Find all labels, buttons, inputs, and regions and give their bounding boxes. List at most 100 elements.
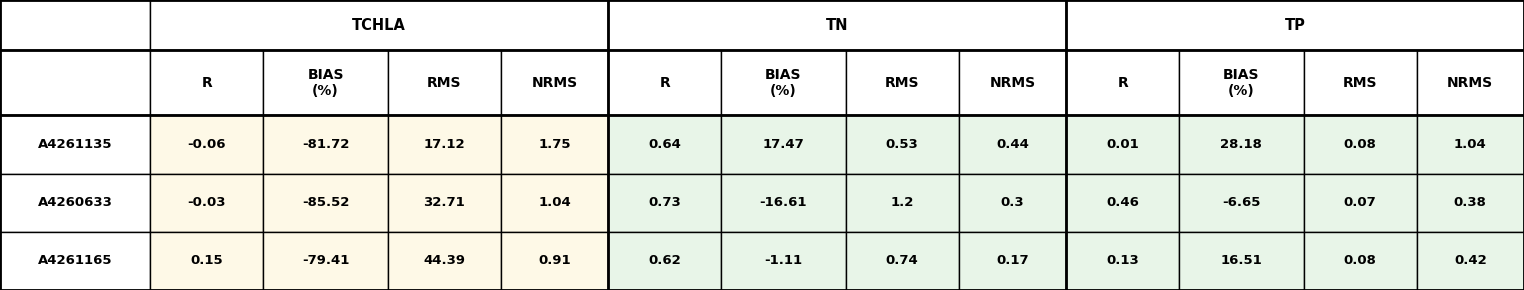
Bar xyxy=(721,174,846,232)
Bar xyxy=(608,232,721,290)
Bar xyxy=(1417,174,1524,232)
Bar xyxy=(721,50,846,115)
Text: 1.75: 1.75 xyxy=(538,138,572,151)
Text: 44.39: 44.39 xyxy=(424,254,465,267)
Text: 0.73: 0.73 xyxy=(648,196,681,209)
Bar xyxy=(0,115,151,174)
Text: 0.08: 0.08 xyxy=(1344,138,1376,151)
Bar xyxy=(959,50,1067,115)
Text: 0.01: 0.01 xyxy=(1106,138,1138,151)
Text: RMS: RMS xyxy=(427,76,462,90)
Bar xyxy=(1067,0,1524,50)
Bar xyxy=(1417,232,1524,290)
Text: 0.08: 0.08 xyxy=(1344,254,1376,267)
Text: A4260633: A4260633 xyxy=(38,196,113,209)
Text: R: R xyxy=(201,76,212,90)
Bar xyxy=(264,115,387,174)
Text: NRMS: NRMS xyxy=(1448,76,1494,90)
Text: RMS: RMS xyxy=(1343,76,1378,90)
Bar xyxy=(608,174,721,232)
Bar xyxy=(1067,174,1180,232)
Text: NRMS: NRMS xyxy=(532,76,578,90)
Bar xyxy=(1180,174,1303,232)
Text: 17.47: 17.47 xyxy=(762,138,805,151)
Bar xyxy=(959,115,1067,174)
Text: 0.17: 0.17 xyxy=(997,254,1029,267)
Text: A4261135: A4261135 xyxy=(38,138,113,151)
Text: 0.53: 0.53 xyxy=(885,138,919,151)
Bar xyxy=(846,50,959,115)
Text: 0.42: 0.42 xyxy=(1454,254,1487,267)
Bar xyxy=(501,50,608,115)
Bar xyxy=(608,0,1067,50)
Bar xyxy=(501,232,608,290)
Bar xyxy=(1303,174,1417,232)
Bar xyxy=(0,232,151,290)
Text: 0.64: 0.64 xyxy=(648,138,681,151)
Text: 0.46: 0.46 xyxy=(1106,196,1138,209)
Text: -0.03: -0.03 xyxy=(187,196,226,209)
Bar xyxy=(151,232,264,290)
Bar xyxy=(387,174,501,232)
Text: R: R xyxy=(1117,76,1128,90)
Bar xyxy=(959,232,1067,290)
Bar xyxy=(1417,50,1524,115)
Text: 0.44: 0.44 xyxy=(997,138,1029,151)
Text: 28.18: 28.18 xyxy=(1221,138,1262,151)
Bar xyxy=(501,174,608,232)
Bar xyxy=(0,50,151,115)
Bar xyxy=(387,50,501,115)
Text: -79.41: -79.41 xyxy=(302,254,349,267)
Bar xyxy=(1067,232,1180,290)
Text: -85.52: -85.52 xyxy=(302,196,349,209)
Text: -0.06: -0.06 xyxy=(187,138,226,151)
Text: A4261165: A4261165 xyxy=(38,254,113,267)
Bar xyxy=(1180,115,1303,174)
Text: 0.3: 0.3 xyxy=(1001,196,1024,209)
Text: BIAS
(%): BIAS (%) xyxy=(765,68,802,98)
Bar xyxy=(387,115,501,174)
Text: 17.12: 17.12 xyxy=(424,138,465,151)
Bar xyxy=(0,0,151,50)
Bar xyxy=(1303,115,1417,174)
Bar xyxy=(1067,115,1180,174)
Bar xyxy=(608,50,721,115)
Bar xyxy=(1067,50,1180,115)
Text: RMS: RMS xyxy=(885,76,919,90)
Bar xyxy=(1180,50,1303,115)
Bar xyxy=(0,174,151,232)
Text: 0.07: 0.07 xyxy=(1344,196,1376,209)
Bar xyxy=(151,50,264,115)
Text: -6.65: -6.65 xyxy=(1222,196,1260,209)
Bar xyxy=(1303,50,1417,115)
Bar xyxy=(846,232,959,290)
Bar xyxy=(1180,232,1303,290)
Text: -16.61: -16.61 xyxy=(760,196,808,209)
Text: TCHLA: TCHLA xyxy=(352,18,407,32)
Bar xyxy=(501,115,608,174)
Text: 1.04: 1.04 xyxy=(538,196,572,209)
Bar xyxy=(264,50,387,115)
Bar xyxy=(151,115,264,174)
Text: 1.2: 1.2 xyxy=(890,196,914,209)
Text: 0.38: 0.38 xyxy=(1454,196,1487,209)
Text: NRMS: NRMS xyxy=(989,76,1035,90)
Text: 0.74: 0.74 xyxy=(885,254,919,267)
Text: -81.72: -81.72 xyxy=(302,138,349,151)
Bar xyxy=(721,115,846,174)
Bar xyxy=(1303,232,1417,290)
Bar xyxy=(387,232,501,290)
Bar xyxy=(151,0,608,50)
Bar xyxy=(846,174,959,232)
Text: 16.51: 16.51 xyxy=(1221,254,1262,267)
Text: BIAS
(%): BIAS (%) xyxy=(1224,68,1260,98)
Text: BIAS
(%): BIAS (%) xyxy=(308,68,344,98)
Text: 0.91: 0.91 xyxy=(538,254,572,267)
Bar xyxy=(959,174,1067,232)
Text: TP: TP xyxy=(1285,18,1306,32)
Text: 32.71: 32.71 xyxy=(424,196,465,209)
Text: 0.62: 0.62 xyxy=(648,254,681,267)
Bar xyxy=(1417,115,1524,174)
Text: 1.04: 1.04 xyxy=(1454,138,1487,151)
Bar xyxy=(151,174,264,232)
